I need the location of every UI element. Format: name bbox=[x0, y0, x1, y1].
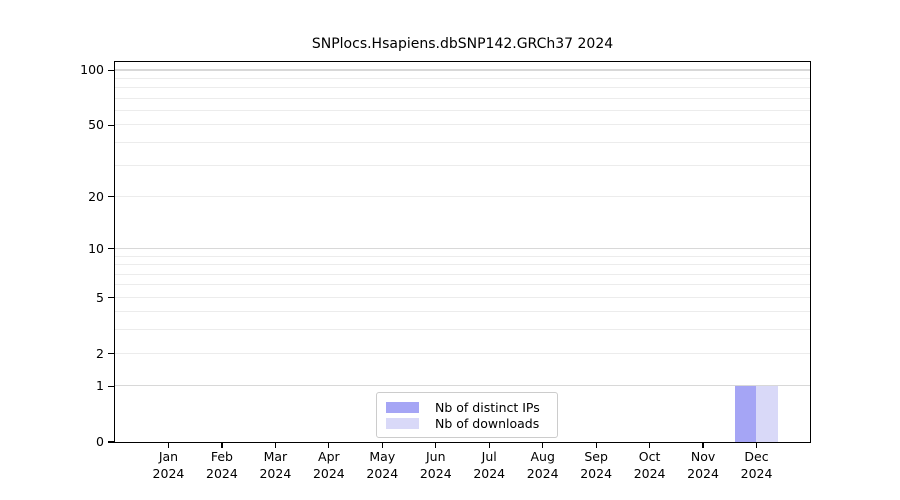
y-tick-label-2: 2 bbox=[96, 345, 104, 361]
x-tick-may-2024 bbox=[381, 443, 383, 449]
gridline-minor-40 bbox=[114, 142, 810, 144]
x-tick-dec-2024 bbox=[755, 443, 758, 449]
x-tick-jul-2024 bbox=[488, 443, 490, 449]
x-tick-label-sep-2024: Sep 2024 bbox=[580, 449, 613, 481]
x-tick-label-jun-2024: Jun 2024 bbox=[419, 449, 452, 481]
y-tick-label-20: 20 bbox=[88, 188, 104, 204]
gridline-major-1 bbox=[114, 385, 810, 387]
y-tick-label-100: 100 bbox=[80, 62, 104, 78]
gridline-minor-90 bbox=[114, 77, 810, 79]
legend: Nb of distinct IPs Nb of downloads bbox=[376, 392, 558, 438]
y-tick-5 bbox=[108, 297, 114, 299]
gridline-minor-70 bbox=[114, 97, 810, 99]
y-tick-label-0: 0 bbox=[96, 434, 104, 449]
x-tick-label-jan-2024: Jan 2024 bbox=[152, 449, 185, 481]
y-tick-label-1: 1 bbox=[96, 378, 104, 394]
bar-nb-of-downloads-dec-2024 bbox=[756, 385, 778, 442]
x-tick-label-mar-2024: Mar 2024 bbox=[259, 449, 292, 481]
x-tick-label-nov-2024: Nov 2024 bbox=[687, 449, 719, 481]
legend-item-distinct-ips: Nb of distinct IPs bbox=[386, 399, 548, 415]
gridline-minor-50 bbox=[114, 124, 810, 126]
legend-swatch-distinct-ips bbox=[386, 401, 419, 413]
legend-label-downloads: Nb of downloads bbox=[435, 415, 540, 431]
y-tick-label-5: 5 bbox=[96, 289, 104, 305]
gridline-minor-9 bbox=[114, 255, 810, 257]
legend-swatch-downloads bbox=[386, 417, 419, 429]
y-tick-1 bbox=[108, 385, 114, 387]
x-tick-label-oct-2024: Oct 2024 bbox=[633, 449, 666, 481]
y-tick-0 bbox=[108, 441, 114, 443]
y-tick-100 bbox=[108, 69, 114, 71]
gridline-minor-60 bbox=[114, 110, 810, 112]
gridline-minor-7 bbox=[114, 273, 810, 275]
legend-label-distinct-ips: Nb of distinct IPs bbox=[435, 399, 540, 415]
gridline-minor-80 bbox=[114, 87, 810, 89]
gridline-minor-5 bbox=[114, 296, 810, 298]
gridline-minor-30 bbox=[114, 164, 810, 166]
gridline-minor-8 bbox=[114, 264, 810, 266]
y-tick-20 bbox=[108, 196, 114, 198]
gridline-minor-3 bbox=[114, 329, 810, 331]
y-tick-50 bbox=[108, 124, 114, 126]
x-tick-feb-2024 bbox=[221, 443, 223, 449]
bar-nb-of-distinct-ips-dec-2024 bbox=[734, 385, 757, 442]
x-tick-label-dec-2024: Dec 2024 bbox=[740, 449, 773, 481]
x-tick-oct-2024 bbox=[649, 443, 651, 449]
gridline-minor-4 bbox=[114, 311, 810, 313]
y-tick-10 bbox=[108, 248, 114, 250]
x-tick-label-aug-2024: Aug 2024 bbox=[526, 449, 559, 481]
y-tick-label-10: 10 bbox=[88, 240, 104, 256]
x-tick-label-may-2024: May 2024 bbox=[366, 449, 399, 481]
gridline-minor-20 bbox=[114, 195, 810, 197]
x-tick-label-feb-2024: Feb 2024 bbox=[206, 449, 238, 481]
x-tick-label-apr-2024: Apr 2024 bbox=[312, 449, 345, 481]
x-tick-jan-2024 bbox=[167, 443, 170, 449]
x-tick-mar-2024 bbox=[274, 443, 276, 449]
gridline-major-100 bbox=[114, 69, 810, 71]
x-tick-apr-2024 bbox=[328, 443, 330, 449]
x-tick-nov-2024 bbox=[702, 443, 704, 449]
y-tick-label-50: 50 bbox=[88, 117, 104, 133]
gridline-minor-2 bbox=[114, 352, 810, 354]
y-tick-2 bbox=[108, 352, 114, 355]
gridline-minor-6 bbox=[114, 284, 810, 286]
x-tick-sep-2024 bbox=[595, 443, 597, 449]
x-tick-aug-2024 bbox=[542, 443, 544, 449]
chart-title: SNPlocs.Hsapiens.dbSNP142.GRCh37 2024 bbox=[311, 36, 614, 52]
legend-item-downloads: Nb of downloads bbox=[386, 415, 548, 431]
x-tick-jun-2024 bbox=[435, 443, 437, 449]
x-tick-label-jul-2024: Jul 2024 bbox=[473, 449, 506, 481]
plot-area bbox=[113, 60, 811, 443]
gridline-major-10 bbox=[114, 247, 810, 250]
